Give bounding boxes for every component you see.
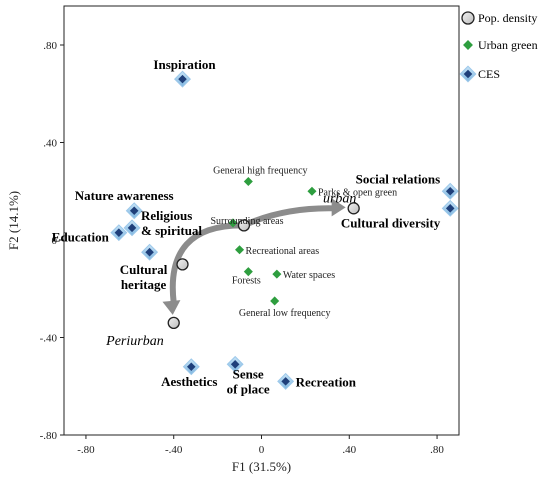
x-tick-label: .40	[342, 444, 356, 456]
legend-urban-green-marker	[463, 40, 473, 50]
ces-point	[145, 247, 154, 257]
x-tick-label: .80	[430, 444, 444, 456]
y-tick-label: .40	[43, 138, 57, 150]
trajectory-arrow-head	[331, 198, 346, 217]
point-label-parks-open-green: Parks & open green	[318, 187, 397, 198]
point-label-education: Education	[52, 230, 110, 245]
urban-green-point	[243, 267, 253, 277]
legend: Pop. density Urban green CES	[459, 11, 538, 83]
x-tick-label: -.40	[165, 444, 183, 456]
point-label-social-relations: Social relations	[356, 171, 441, 186]
point-label-recreation: Recreation	[296, 374, 357, 389]
ces-point	[127, 223, 137, 233]
urban-green-point	[272, 269, 282, 279]
y-axis-title: F2 (14.1%)	[6, 191, 21, 250]
point-label-inspiration: Inspiration	[153, 57, 216, 72]
trajectory-arrows	[162, 198, 346, 315]
pop-density-point	[347, 202, 360, 215]
data-points	[110, 70, 459, 390]
y-tick-label: .80	[43, 40, 57, 52]
pop-density-point	[176, 258, 189, 271]
point-label-cultural-diversity: Cultural diversity	[341, 215, 441, 230]
legend-label-ces: CES	[478, 67, 500, 81]
trajectory-arrow-shaft	[169, 222, 244, 304]
x-axis-title: F1 (31.5%)	[232, 459, 291, 474]
point-label-religious-spiritual: Religious & spiritual	[141, 208, 202, 238]
pop-density-point	[237, 219, 251, 232]
point-label-recreational-areas: Recreational areas	[246, 246, 320, 257]
ces-point	[186, 362, 196, 372]
point-label-water-spaces: Water spaces	[283, 270, 335, 281]
point-label-nature-awareness: Nature awareness	[75, 188, 174, 203]
urban-green-point	[243, 176, 253, 187]
urban-green-point	[270, 296, 280, 306]
axis-ticks: -.80 -.40 0 .40 .80 .80 .40 0 -.40 -.80	[40, 40, 445, 456]
urban-green-point	[235, 245, 245, 255]
x-tick-label: -.80	[77, 444, 95, 456]
point-labels: Periurban urban General high frequency Park…	[52, 57, 441, 396]
y-tick-label: 0	[52, 235, 58, 247]
trajectory-arrow-shaft	[242, 205, 334, 229]
point-label-periurban: Periurban	[105, 334, 164, 349]
legend-label-pop-density: Pop. density	[478, 11, 537, 25]
y-tick-label: -.40	[40, 333, 58, 345]
point-label-aesthetics: Aesthetics	[161, 374, 217, 389]
point-label-cultural-heritage: Cultural heritage	[120, 262, 168, 292]
point-label-general-low-frequency: General low frequency	[239, 308, 331, 319]
point-label-surrounding-areas: Surrounding areas	[210, 216, 283, 227]
trajectory-arrow-head	[162, 300, 181, 315]
point-label-forests: Forests	[232, 276, 261, 287]
urban-green-point	[307, 186, 317, 196]
ces-point	[114, 228, 124, 237]
point-label-general-high-frequency: General high frequency	[213, 166, 307, 177]
x-tick-label: 0	[259, 444, 265, 456]
pop-density-point	[167, 316, 180, 330]
point-label-sense-of-place: Sense of place	[227, 366, 270, 396]
y-tick-label: -.80	[40, 430, 58, 442]
legend-pop-density-marker	[461, 11, 475, 25]
ces-point	[178, 74, 187, 84]
legend-label-urban-green: Urban green	[478, 38, 538, 52]
point-label-urban: urban	[323, 191, 356, 206]
